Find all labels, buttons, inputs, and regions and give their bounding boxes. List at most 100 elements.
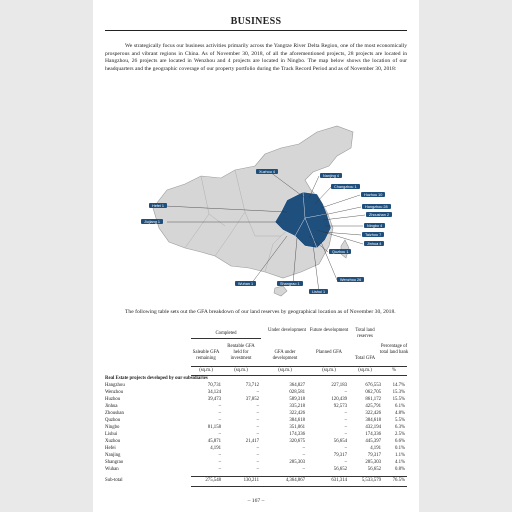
row-cell-c2: – xyxy=(256,425,259,430)
row-cell-c2: – xyxy=(256,446,259,451)
row-cell-c2: – xyxy=(256,453,259,458)
row-cell-c5: 174,336 xyxy=(365,432,381,437)
unit-3: (sq.m.) xyxy=(278,368,292,373)
row-location: Nanjing xyxy=(105,453,121,458)
row-cell-c3: 174,336 xyxy=(289,432,305,437)
row-cell-c6: 15.5% xyxy=(392,397,405,402)
row-cell-c1: 275,548 xyxy=(205,478,221,483)
row-cell-c4: – xyxy=(344,411,347,416)
row-cell-c4: – xyxy=(344,390,347,395)
map-label-jiujiang: Jiujiang 1 xyxy=(141,219,164,224)
province-lines xyxy=(184,169,302,273)
row-cell-c1: – xyxy=(218,460,221,465)
row-cell-c2: 73,712 xyxy=(245,383,259,388)
row-cell-c1: – xyxy=(218,411,221,416)
row-cell-c3: 320,675 xyxy=(289,439,305,444)
row-cell-c1: 45,871 xyxy=(207,439,221,444)
row-cell-c6: 4.8% xyxy=(395,411,405,416)
document-page: BUSINESS We strategically focus our busi… xyxy=(93,0,419,512)
map-label-ningbo: Ningbo 4 xyxy=(364,223,386,228)
map-label-nanjing: Nanjing 4 xyxy=(320,173,343,178)
row-location: Zhoushan xyxy=(105,411,124,416)
map-label-hefei: Hefei 1 xyxy=(149,203,168,208)
row-location: Wenzhou xyxy=(105,390,123,395)
row-cell-c3: 335,218 xyxy=(289,404,305,409)
table-row: Hangzhou 70,731 73,712 364,827 227,183 676,55… xyxy=(105,383,407,390)
header-total-land: Total land reserves xyxy=(355,328,375,339)
subtotal-top-rule xyxy=(191,476,407,477)
row-cell-c3: 285,303 xyxy=(289,460,305,465)
row-cell-c2: – xyxy=(256,460,259,465)
row-cell-c6: 4.1% xyxy=(395,460,405,465)
row-cell-c4: – xyxy=(344,460,347,465)
row-cell-c6: 0.1% xyxy=(395,446,405,451)
table-row: Ningbo 81,158 – 351,061 – 432,194 6.3% xyxy=(105,425,407,432)
row-cell-c5: 384,618 xyxy=(365,418,381,423)
map-label-jinhua: Jinhua 4 xyxy=(364,241,385,246)
map-label-lishui: Lishui 1 xyxy=(309,289,329,294)
intro-paragraph: We strategically focus our business acti… xyxy=(105,43,407,72)
header-planned: Planned GFA xyxy=(316,350,342,355)
row-location: Ningbo xyxy=(105,425,120,430)
row-cell-c6: 15.3% xyxy=(392,390,405,395)
header-future-dev: Future development xyxy=(309,328,349,333)
map-label-zhoushan: Zhoushan 2 xyxy=(366,212,393,217)
row-cell-c1: 81,158 xyxy=(207,425,221,430)
row-cell-c1: 34,124 xyxy=(207,390,221,395)
row-cell-c5: 861,172 xyxy=(365,397,381,402)
row-cell-c4: 631,314 xyxy=(331,478,347,483)
table-intro-paragraph: The following table sets out the GFA bre… xyxy=(125,309,396,315)
row-cell-c2: 21,417 xyxy=(245,439,259,444)
page-title: BUSINESS xyxy=(230,16,282,27)
highlight-region-shape xyxy=(274,191,332,249)
row-location: Xuzhou xyxy=(105,439,121,444)
row-cell-c2: – xyxy=(256,411,259,416)
row-cell-c3: – xyxy=(302,446,305,451)
row-cell-c3: 322,426 xyxy=(289,411,305,416)
row-cell-c6: 76.5% xyxy=(392,478,405,483)
header-completed: Completed xyxy=(215,331,237,336)
row-location: Jinhua xyxy=(105,404,118,409)
map-label-changzhou: Changzhou 1 xyxy=(331,184,360,189)
row-cell-c5: 4,191 xyxy=(370,446,381,451)
map-label-xuzhou: Xuzhou 4 xyxy=(256,169,279,174)
highlight-subregions xyxy=(294,191,328,249)
row-cell-c6: 2.5% xyxy=(395,432,405,437)
row-cell-c4: 79,317 xyxy=(333,453,347,458)
row-location: Shangrao xyxy=(105,460,124,465)
table-row: Nanjing – – – 79,317 79,317 1.1% xyxy=(105,453,407,460)
table-row: Zhoushan – – 322,426 – 322,426 4.8% xyxy=(105,411,407,418)
row-cell-c5: 445,397 xyxy=(365,439,381,444)
leader-lines xyxy=(164,171,366,293)
row-cell-c2: – xyxy=(256,418,259,423)
row-cell-c6: 6.6% xyxy=(395,439,405,444)
row-cell-c2: – xyxy=(256,390,259,395)
table-row: Jinhua – – 335,218 92,573 425,791 6.1% xyxy=(105,404,407,411)
row-cell-c2: 130,211 xyxy=(243,478,259,483)
unit-6: % xyxy=(392,368,396,373)
header-rentable: Rentable GFA held for investment xyxy=(227,344,255,361)
header-percentage: Percentage of total land bank xyxy=(379,344,409,355)
row-cell-c5: 5,533,579 xyxy=(361,478,381,483)
row-cell-c5: 425,791 xyxy=(365,404,381,409)
row-cell-c3: 384,618 xyxy=(289,418,305,423)
row-cell-c2: – xyxy=(256,432,259,437)
row-location: Hefei xyxy=(105,446,116,451)
row-cell-c3: – xyxy=(302,467,305,472)
map-label-huzhou: Huzhou 10 xyxy=(361,192,386,197)
map-label-shangrao: Shangrao 1 xyxy=(277,281,303,286)
row-cell-c1: – xyxy=(218,432,221,437)
row-location: Hangzhou xyxy=(105,383,125,388)
row-cell-c1: – xyxy=(218,467,221,472)
map-label-quzhou: Quzhou 1 xyxy=(329,249,352,254)
table-row: Hefei 4,191 – – – 4,191 0.1% xyxy=(105,446,407,453)
table-row: Xuzhou 45,871 21,417 320,675 56,654 445,397 6.… xyxy=(105,439,407,446)
hainan-shape xyxy=(273,285,288,297)
title-rule xyxy=(105,30,407,31)
row-cell-c1: 4,191 xyxy=(210,446,221,451)
table-row: Sub-total 275,548 130,211 4,364,867 631,314 5… xyxy=(105,478,407,485)
row-cell-c2: 37,852 xyxy=(245,397,259,402)
row-cell-c5: 79,317 xyxy=(367,453,381,458)
row-cell-c2: – xyxy=(256,404,259,409)
row-cell-c6: 6.1% xyxy=(395,404,405,409)
